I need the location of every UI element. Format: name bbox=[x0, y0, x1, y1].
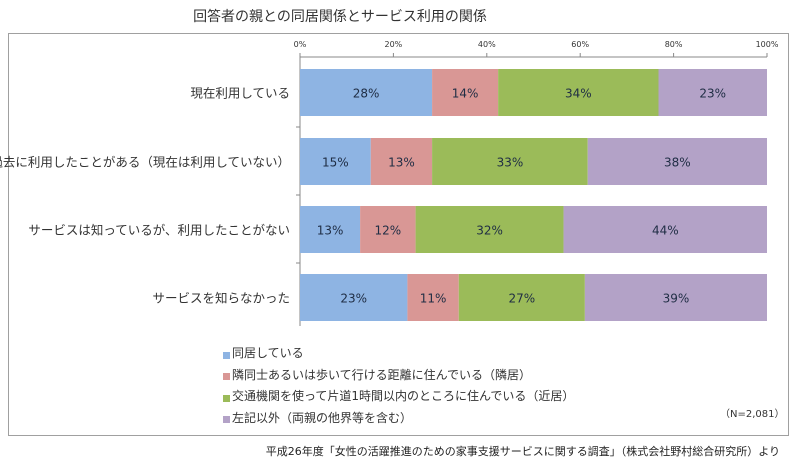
bar-segment bbox=[370, 138, 433, 185]
legend-item: 左記以外（両親の他界等を含む） bbox=[223, 409, 412, 426]
source-note: 平成26年度「女性の活躍推進のための家事支援サービスに関する調査」（株式会社野村… bbox=[265, 445, 780, 458]
x-tick-label: 80% bbox=[665, 40, 683, 49]
bar-segment bbox=[432, 69, 499, 116]
legend-swatch bbox=[223, 416, 230, 423]
bar-segment bbox=[563, 206, 767, 253]
bar-segment bbox=[458, 274, 585, 321]
legend-swatch bbox=[223, 394, 230, 402]
data-label: 27% bbox=[508, 292, 535, 306]
legend-swatch bbox=[223, 373, 230, 380]
bar-segment bbox=[498, 69, 659, 116]
chart-title: 回答者の親との同居関係とサービス利用の関係 bbox=[0, 6, 800, 26]
data-label: 34% bbox=[565, 87, 592, 101]
legend-item: 隣同士あるいは歩いて行ける距離に住んでいる（隣居） bbox=[223, 366, 531, 383]
data-label: 11% bbox=[420, 292, 447, 306]
data-label: 33% bbox=[497, 156, 524, 170]
data-label: 14% bbox=[452, 87, 479, 101]
bar-segment bbox=[584, 274, 767, 321]
bar-segment bbox=[300, 69, 433, 116]
data-label: 39% bbox=[663, 292, 690, 306]
chart-title-text: 回答者の親との同居関係とサービス利用の関係 bbox=[193, 9, 487, 25]
x-tick-label: 0% bbox=[294, 40, 307, 49]
category-label: サービスは知っているが、利用したことがない bbox=[28, 223, 290, 238]
data-label: 23% bbox=[340, 292, 367, 306]
bar-segment bbox=[300, 274, 408, 321]
sample-size-note: （N=2,081） bbox=[720, 409, 785, 420]
data-label: 28% bbox=[353, 87, 380, 101]
legend-label: 左記以外（両親の他界等を含む） bbox=[232, 410, 413, 425]
legend-item: 交通機関を使って片道1時間以内のところに住んでいる（近居） bbox=[223, 387, 574, 404]
data-label: 12% bbox=[375, 224, 402, 238]
legend-label: 隣同士あるいは歩いて行ける距離に住んでいる（隣居） bbox=[232, 367, 532, 382]
bar-segment bbox=[658, 69, 767, 116]
legend-label: 同居している bbox=[232, 346, 304, 360]
bar-segment bbox=[407, 274, 459, 321]
data-label: 13% bbox=[388, 156, 415, 170]
bar-segment bbox=[432, 138, 588, 185]
bar-segment bbox=[415, 206, 564, 253]
legend-item: 同居している bbox=[223, 344, 304, 361]
bar-segment bbox=[300, 138, 371, 185]
bar-segment bbox=[300, 206, 361, 253]
category-label: サービスを知らなかった bbox=[152, 291, 290, 306]
data-label: 23% bbox=[699, 87, 726, 101]
data-label: 13% bbox=[317, 224, 344, 238]
legend-label: 交通機関を使って片道1時間以内のところに住んでいる（近居） bbox=[232, 389, 575, 403]
category-label: 過去に利用したことがある（現在は利用していない） bbox=[0, 155, 290, 170]
bar-segment bbox=[360, 206, 416, 253]
category-label: 現在利用している bbox=[190, 86, 290, 101]
x-tick-label: 40% bbox=[478, 40, 496, 49]
data-label: 44% bbox=[652, 224, 679, 238]
bar-segment bbox=[587, 138, 767, 185]
legend-swatch bbox=[223, 351, 230, 359]
data-label: 32% bbox=[476, 224, 503, 238]
x-tick-label: 100% bbox=[756, 40, 779, 49]
chart-frame bbox=[8, 33, 789, 436]
x-tick-label: 20% bbox=[385, 40, 403, 49]
data-label: 15% bbox=[322, 156, 349, 170]
data-label: 38% bbox=[664, 156, 691, 170]
x-tick-label: 60% bbox=[571, 40, 589, 49]
